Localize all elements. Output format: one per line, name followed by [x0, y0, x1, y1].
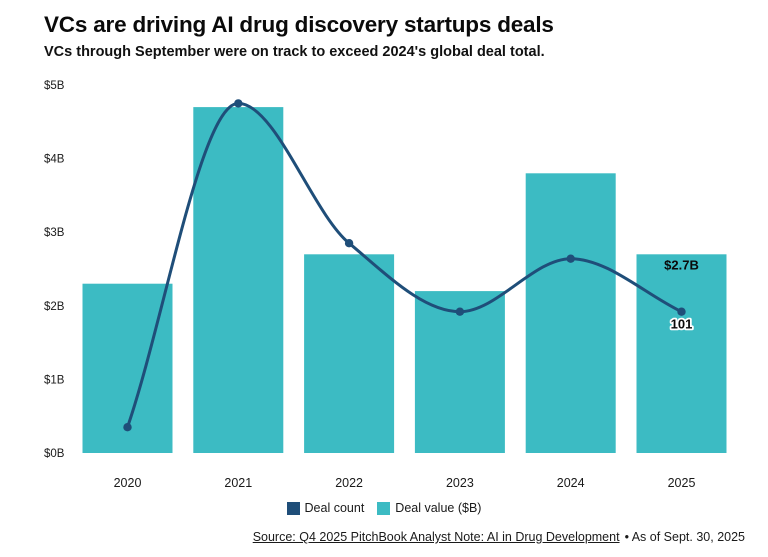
y-axis-labels: $0B $1B $2B $3B $4B $5B: [44, 80, 65, 460]
line-point-2025: [677, 307, 686, 316]
line-point-2024: [566, 254, 575, 263]
x-tick-2020: 2020: [114, 476, 142, 490]
x-tick-2022: 2022: [335, 476, 363, 490]
y-tick-$1B: $1B: [44, 374, 65, 386]
line-value-label: 101: [671, 317, 693, 332]
y-tick-$4B: $4B: [44, 154, 65, 166]
line-points-group: [123, 99, 686, 432]
legend-label-deal-count: Deal count: [304, 501, 365, 515]
bar-2021: [193, 107, 284, 453]
chart-legend: Deal count Deal value ($B): [0, 501, 768, 515]
y-tick-$3B: $3B: [44, 227, 65, 239]
source-link[interactable]: Source: Q4 2025 PitchBook Analyst Note: …: [252, 530, 620, 544]
y-tick-$0B: $0B: [44, 448, 65, 460]
x-tick-2025: 2025: [668, 476, 696, 490]
y-tick-$2B: $2B: [44, 301, 65, 313]
line-point-2023: [455, 307, 465, 316]
legend-item-deal-value: Deal value ($B): [377, 501, 481, 515]
x-tick-2024: 2024: [557, 476, 585, 490]
source-line: Source: Q4 2025 PitchBook Analyst Note: …: [253, 530, 745, 544]
line-point-2020: [123, 423, 132, 432]
bar-2023: [414, 291, 505, 453]
x-tick-2023: 2023: [446, 476, 474, 490]
bar-2024: [525, 173, 616, 454]
y-tick-$5B: $5B: [44, 80, 65, 92]
annotations-group: $2.7B 101: [664, 257, 699, 333]
x-axis-labels: 2020 2021 2022 2023 2024 2025: [114, 476, 696, 490]
legend-label-deal-value: Deal value ($B): [395, 501, 482, 515]
chart-title: VCs are driving AI drug discovery startu…: [44, 12, 554, 37]
x-tick-2021: 2021: [224, 476, 252, 490]
bars-group: [82, 107, 727, 454]
deal-value-swatch-icon: [377, 501, 391, 515]
bar-2025: [636, 254, 727, 453]
legend-item-deal-count: Deal count: [286, 501, 365, 515]
deal-count-swatch-icon: [286, 501, 300, 515]
bar-2022: [304, 254, 395, 453]
source-as-of-date: • As of Sept. 30, 2025: [624, 530, 745, 544]
line-point-2021: [234, 99, 243, 108]
bar-value-label: $2.7B: [664, 257, 699, 272]
line-point-2022: [344, 239, 354, 248]
chart-subtitle: VCs through September were on track to e…: [44, 44, 545, 60]
